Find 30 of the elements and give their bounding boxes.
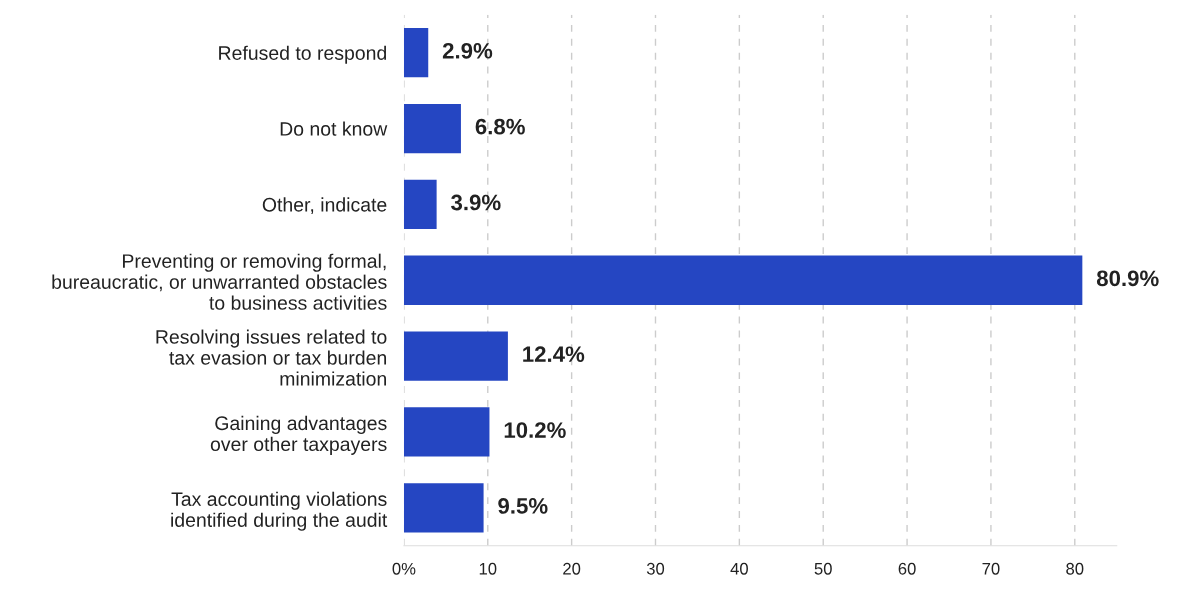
bar	[403, 103, 461, 154]
data-label: 80.9%	[1096, 270, 1159, 287]
bar	[403, 331, 508, 381]
data-label: 3.9%	[451, 194, 501, 211]
x-tick-label: 50	[814, 562, 832, 575]
x-tick-label: 0%	[392, 562, 416, 575]
y-tick-label: Other, indicate	[262, 197, 387, 214]
bar	[403, 483, 484, 533]
bar	[403, 407, 490, 457]
data-label: 12.4%	[523, 346, 585, 363]
x-tick-label: 70	[982, 562, 1000, 575]
y-tick-label: Resolving issues related to tax evasion or tax burden minimization	[156, 329, 387, 386]
x-tick-label: 10	[479, 562, 497, 575]
data-label: 6.8%	[475, 118, 525, 135]
y-tick-label: Preventing or removing formal, bureaucratic, or unwarranted obstacles to business activities	[52, 253, 387, 310]
x-tick-label: 20	[563, 562, 581, 575]
data-label: 10.2%	[504, 422, 566, 438]
x-tick-label: 80	[1066, 562, 1084, 575]
bar	[403, 28, 429, 78]
x-tick-label: 60	[898, 562, 916, 575]
y-tick-label: Refused to respond	[219, 45, 387, 64]
y-tick-label: Gaining advantages over other taxpayers	[210, 415, 387, 455]
y-tick-label: Do not know	[280, 121, 388, 136]
x-tick-label: 40	[730, 562, 748, 575]
data-label: 2.9%	[442, 42, 493, 59]
bar	[403, 255, 1083, 305]
y-tick-label: Tax accounting violations identified during the audit	[171, 491, 388, 531]
bar	[403, 179, 437, 230]
data-label: 9.5%	[498, 498, 548, 514]
x-tick-label: 30	[646, 562, 665, 575]
